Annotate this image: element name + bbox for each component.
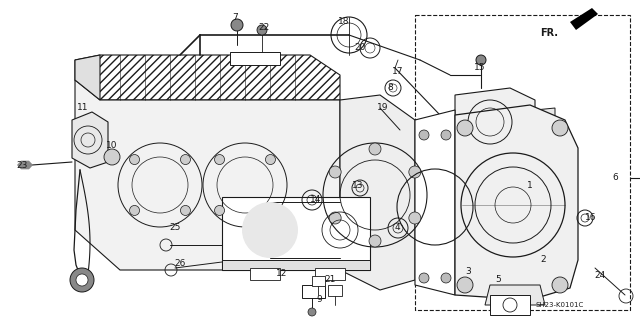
Circle shape	[104, 149, 120, 165]
Circle shape	[329, 212, 341, 224]
Circle shape	[409, 212, 421, 224]
Text: 23: 23	[16, 160, 28, 169]
Polygon shape	[340, 95, 415, 290]
Text: 4: 4	[394, 224, 400, 233]
Text: 13: 13	[352, 181, 364, 189]
Polygon shape	[250, 268, 280, 280]
Text: 17: 17	[392, 68, 404, 77]
Circle shape	[242, 202, 298, 258]
Text: 18: 18	[339, 18, 349, 26]
Polygon shape	[222, 260, 370, 270]
Circle shape	[409, 166, 421, 178]
Circle shape	[70, 268, 94, 292]
Polygon shape	[455, 105, 578, 300]
Text: 2: 2	[540, 256, 546, 264]
Circle shape	[76, 274, 88, 286]
Circle shape	[308, 308, 316, 316]
Circle shape	[552, 120, 568, 136]
Text: 5: 5	[495, 276, 501, 285]
Text: 25: 25	[170, 224, 180, 233]
Circle shape	[441, 130, 451, 140]
Circle shape	[329, 166, 341, 178]
Text: 21: 21	[324, 276, 336, 285]
Circle shape	[266, 205, 275, 215]
Text: 16: 16	[585, 213, 596, 222]
Circle shape	[129, 154, 140, 165]
Text: SH23-K0101C: SH23-K0101C	[536, 302, 584, 308]
Polygon shape	[455, 88, 535, 155]
Text: 11: 11	[77, 103, 89, 113]
Circle shape	[214, 154, 225, 165]
Circle shape	[180, 205, 191, 215]
Polygon shape	[312, 276, 325, 286]
Text: 6: 6	[612, 174, 618, 182]
Text: FR.: FR.	[540, 28, 558, 38]
Circle shape	[180, 154, 191, 165]
Circle shape	[369, 235, 381, 247]
Text: 26: 26	[174, 258, 186, 268]
Text: 1: 1	[527, 181, 533, 189]
Polygon shape	[485, 285, 545, 305]
Circle shape	[369, 143, 381, 155]
Polygon shape	[490, 295, 530, 315]
Circle shape	[266, 154, 275, 165]
Text: 19: 19	[377, 102, 388, 112]
Text: 7: 7	[232, 13, 238, 23]
Circle shape	[214, 205, 225, 215]
Polygon shape	[315, 268, 345, 280]
Polygon shape	[230, 52, 280, 65]
Circle shape	[441, 273, 451, 283]
Polygon shape	[17, 161, 33, 169]
Circle shape	[257, 25, 267, 35]
Text: 20: 20	[355, 43, 365, 53]
Text: 12: 12	[276, 269, 288, 278]
Circle shape	[552, 277, 568, 293]
Circle shape	[476, 55, 486, 65]
Text: 14: 14	[310, 196, 322, 204]
Circle shape	[457, 120, 473, 136]
Text: 9: 9	[316, 294, 322, 303]
Text: 15: 15	[474, 63, 486, 71]
Text: 3: 3	[465, 268, 471, 277]
Polygon shape	[535, 108, 555, 132]
Polygon shape	[75, 80, 340, 270]
Circle shape	[231, 19, 243, 31]
Text: 22: 22	[259, 23, 269, 32]
Polygon shape	[222, 197, 370, 270]
Text: 24: 24	[595, 271, 605, 279]
Polygon shape	[75, 55, 100, 100]
Polygon shape	[75, 55, 340, 100]
Polygon shape	[328, 285, 342, 296]
Circle shape	[419, 273, 429, 283]
Polygon shape	[415, 110, 455, 295]
Polygon shape	[570, 8, 598, 30]
Text: 10: 10	[106, 140, 118, 150]
Polygon shape	[72, 112, 108, 168]
Polygon shape	[302, 285, 325, 298]
Circle shape	[129, 205, 140, 215]
Circle shape	[419, 130, 429, 140]
Circle shape	[457, 277, 473, 293]
Text: 8: 8	[387, 84, 393, 93]
